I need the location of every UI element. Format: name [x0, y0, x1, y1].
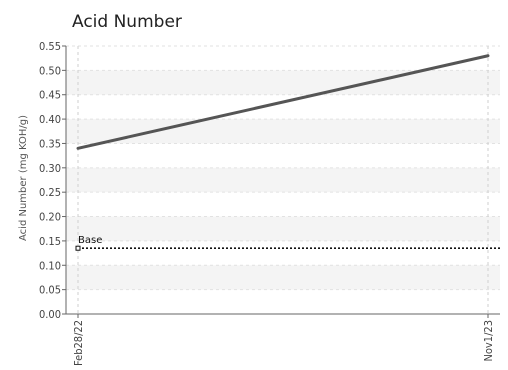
y-tick-label: 0.35 [39, 137, 61, 150]
y-tick-label: 0.05 [39, 284, 61, 297]
y-tick-label: 0.20 [39, 211, 61, 224]
y-tick-label: 0.10 [39, 259, 61, 272]
grid-band [66, 265, 500, 290]
y-tick-label: 0.15 [39, 235, 61, 248]
baseline-marker [75, 245, 81, 251]
y-axis-label: Acid Number (mg KOH/g) [18, 115, 29, 241]
y-tick-label: 0.55 [39, 40, 61, 53]
x-ticks: Feb28/22 Nov1/23 [72, 314, 495, 366]
baseline-group: Base [75, 235, 500, 251]
x-tick-label: Nov1/23 [482, 320, 495, 362]
series-line [76, 54, 490, 150]
grid-lines [66, 45, 500, 314]
grid-band [66, 70, 500, 95]
chart-title: Acid Number [72, 12, 182, 32]
grid-band [66, 216, 500, 241]
baseline-label: Base [78, 235, 102, 246]
grid-band [66, 167, 500, 193]
grid-bands [66, 70, 500, 290]
y-tick-label: 0.25 [39, 186, 61, 199]
y-tick-label: 0.50 [39, 64, 61, 77]
grid-band [66, 119, 500, 144]
x-tick-label: Feb28/22 [72, 320, 85, 366]
axes [65, 46, 500, 315]
series-group [76, 54, 490, 150]
y-tick-label: 0.30 [39, 162, 61, 175]
y-tick-label: 0.40 [39, 113, 61, 126]
y-ticks: 0.00 0.05 0.10 0.15 0.20 0.25 0.30 0.35 0.40 0.45… [39, 40, 66, 321]
y-tick-label: 0.45 [39, 89, 61, 102]
y-tick-label: 0.00 [39, 308, 61, 321]
